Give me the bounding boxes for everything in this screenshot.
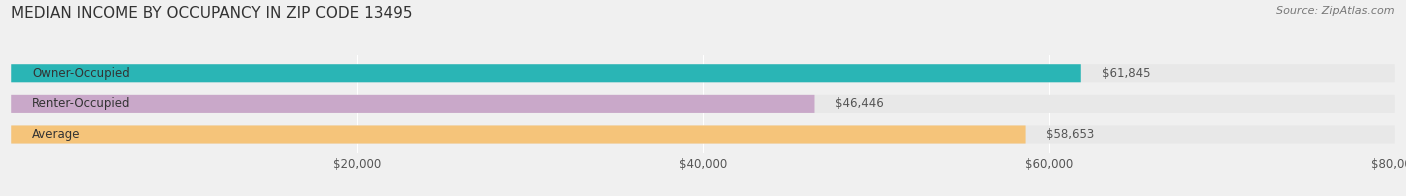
Text: Source: ZipAtlas.com: Source: ZipAtlas.com [1277, 6, 1395, 16]
Text: Renter-Occupied: Renter-Occupied [32, 97, 131, 110]
Text: $58,653: $58,653 [1046, 128, 1095, 141]
Text: Average: Average [32, 128, 80, 141]
FancyBboxPatch shape [11, 95, 814, 113]
FancyBboxPatch shape [11, 125, 1395, 143]
Text: $46,446: $46,446 [835, 97, 884, 110]
FancyBboxPatch shape [11, 64, 1395, 82]
Text: MEDIAN INCOME BY OCCUPANCY IN ZIP CODE 13495: MEDIAN INCOME BY OCCUPANCY IN ZIP CODE 1… [11, 6, 413, 21]
FancyBboxPatch shape [11, 95, 1395, 113]
FancyBboxPatch shape [11, 125, 1025, 143]
Text: $61,845: $61,845 [1101, 67, 1150, 80]
Text: Owner-Occupied: Owner-Occupied [32, 67, 129, 80]
FancyBboxPatch shape [11, 64, 1081, 82]
